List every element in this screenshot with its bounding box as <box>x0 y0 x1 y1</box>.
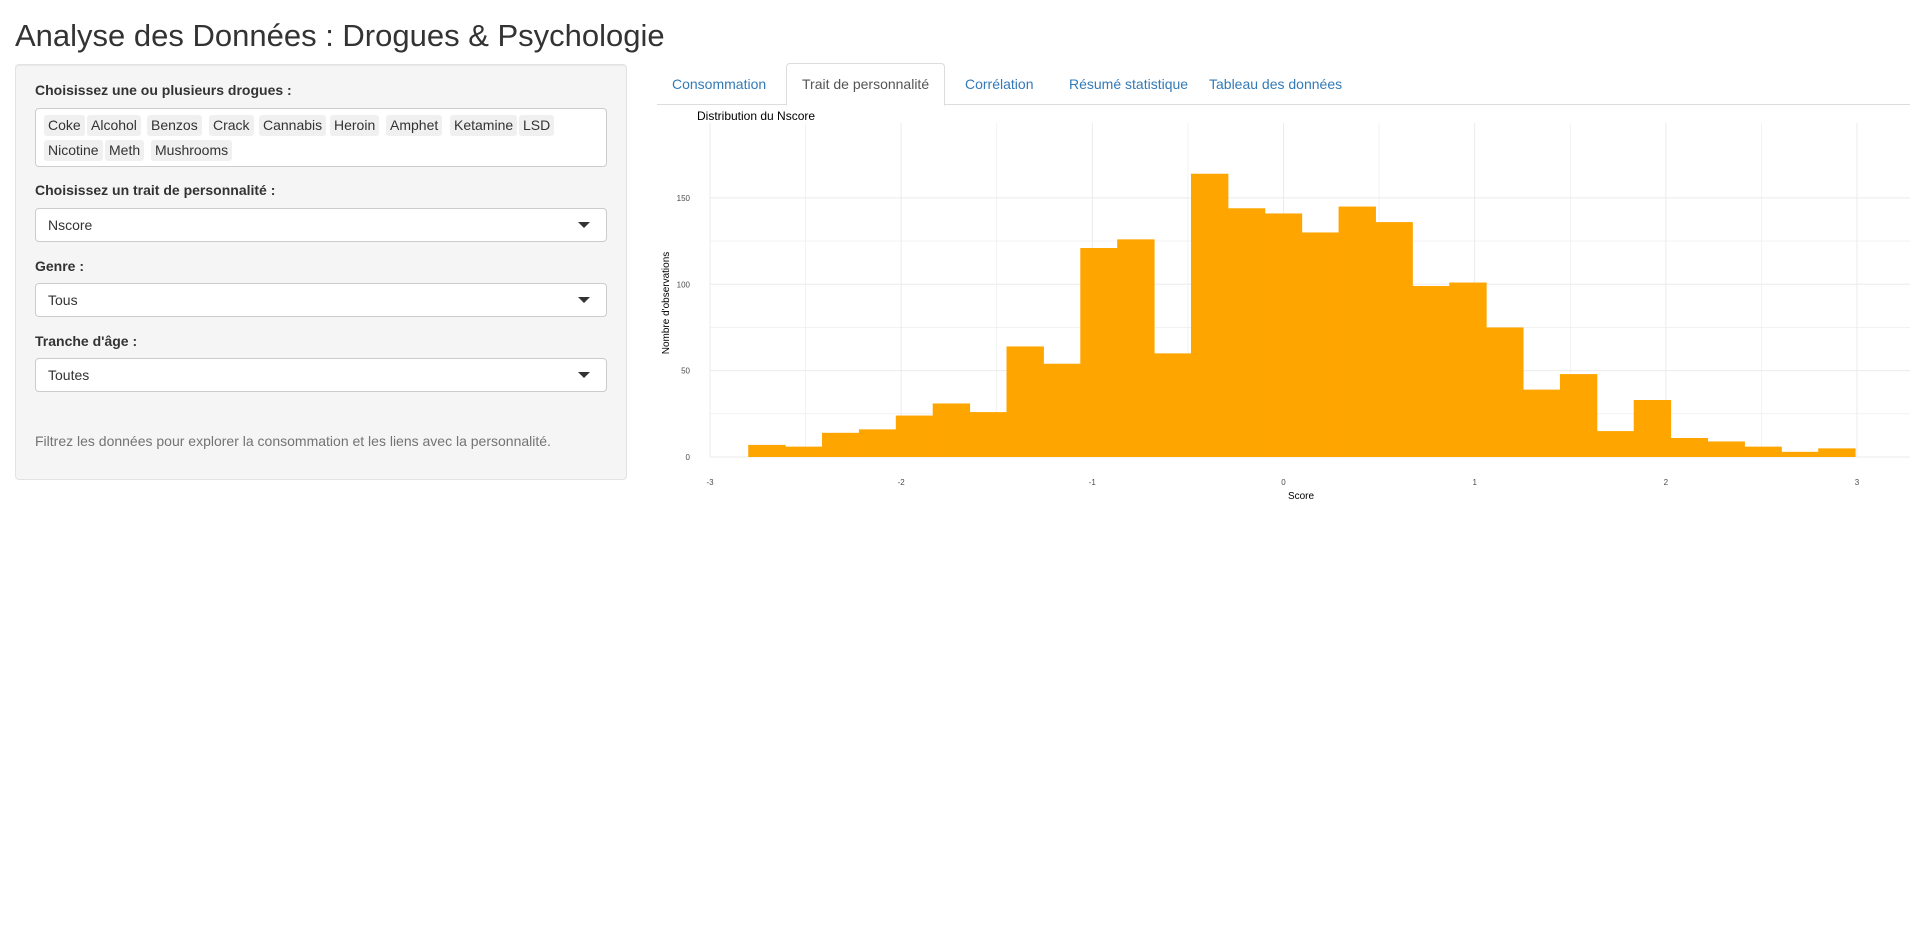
histogram-bar <box>1523 389 1561 457</box>
tab-bar: Consommation Trait de personnalité Corré… <box>657 63 1910 106</box>
histogram-bar <box>1559 374 1598 457</box>
drug-chip[interactable]: Alcohol <box>87 115 141 136</box>
histogram-bar <box>1449 282 1487 457</box>
x-axis-label: Score <box>1288 491 1315 502</box>
y-tick-label: 150 <box>677 194 691 203</box>
histogram-bar <box>748 444 786 457</box>
age-select[interactable]: Toutes <box>35 358 607 392</box>
tab-resume-statistique[interactable]: Résumé statistique <box>1069 76 1189 92</box>
histogram-chart: Distribution du Nscore -3 -2 -1 0 1 2 3 0 50 100 1… <box>661 109 1910 502</box>
drugs-multiselect[interactable]: Coke Alcohol Benzos Crack Cannabis Heroi… <box>35 108 607 167</box>
drug-chip[interactable]: Benzos <box>147 115 202 136</box>
histogram-bar <box>1043 363 1081 457</box>
y-tick-label: 0 <box>686 453 691 462</box>
x-tick-label: 3 <box>1855 478 1860 487</box>
histogram-bar <box>1080 248 1118 457</box>
x-tick-label: -2 <box>898 478 906 487</box>
drug-chip[interactable]: Coke <box>44 115 85 136</box>
x-tick-label: 0 <box>1281 478 1286 487</box>
histogram-bar <box>932 403 971 457</box>
chart-title: Distribution du Nscore <box>697 109 815 123</box>
tab-trait-personnalite[interactable]: Trait de personnalité <box>786 63 946 106</box>
drug-chip[interactable]: Mushrooms <box>151 140 233 161</box>
caret-down-icon <box>578 222 590 228</box>
genre-select-value: Tous <box>48 292 78 308</box>
drugs-label: Choisissez une ou plusieurs drogues : <box>35 82 292 98</box>
histogram-bar <box>1190 173 1229 457</box>
page-title: Analyse des Données : Drogues & Psycholo… <box>15 18 665 53</box>
trait-label: Choisissez un trait de personnalité : <box>35 182 276 198</box>
drug-chip[interactable]: Heroin <box>330 115 380 136</box>
x-tick-label: -3 <box>706 478 714 487</box>
drug-chip[interactable]: Ketamine <box>450 115 518 136</box>
tab-consommation[interactable]: Consommation <box>672 76 767 92</box>
tab-correlation[interactable]: Corrélation <box>965 76 1034 92</box>
trait-select-value: Nscore <box>48 217 93 233</box>
histogram-bar <box>822 432 860 457</box>
x-tick-label: 1 <box>1472 478 1477 487</box>
histogram-bar <box>1117 239 1155 457</box>
histogram-bar <box>1486 327 1524 457</box>
histogram-bar <box>1338 206 1376 457</box>
drug-chip[interactable]: Nicotine <box>44 140 103 161</box>
histogram-bar <box>1707 441 1745 457</box>
drug-chip[interactable]: Amphet <box>386 115 443 136</box>
x-tick-label: -1 <box>1089 478 1097 487</box>
caret-down-icon <box>578 297 590 303</box>
histogram-bar <box>1818 448 1856 457</box>
y-tick-label: 50 <box>681 367 690 376</box>
histogram-bar <box>1375 222 1413 457</box>
age-select-value: Toutes <box>48 367 90 383</box>
age-label: Tranche d'âge : <box>35 333 138 349</box>
filter-sidebar: Choisissez une ou plusieurs drogues : Co… <box>15 64 627 480</box>
drug-chip[interactable]: Cannabis <box>259 115 327 136</box>
histogram-bar <box>1412 286 1450 457</box>
histogram-bar <box>1596 431 1635 457</box>
drug-chip[interactable]: Crack <box>209 115 254 136</box>
chart-bars <box>748 173 1856 457</box>
histogram-bar <box>1006 346 1044 457</box>
caret-down-icon <box>578 372 590 378</box>
histogram-bar <box>858 429 897 457</box>
histogram-bar <box>895 415 934 457</box>
histogram-bar <box>1264 213 1303 457</box>
x-tick-label: 2 <box>1664 478 1669 487</box>
drug-chip[interactable]: LSD <box>519 115 555 136</box>
histogram-bar <box>1301 232 1340 457</box>
tab-tableau-donnees[interactable]: Tableau des données <box>1209 76 1343 92</box>
histogram-bar <box>1670 438 1709 457</box>
trait-select[interactable]: Nscore <box>35 208 607 242</box>
histogram-bar <box>1633 400 1672 457</box>
histogram-bar <box>1154 353 1192 457</box>
histogram-bar <box>1781 451 1819 457</box>
chart-ticks: -3 -2 -1 0 1 2 3 0 50 100 150 <box>677 194 1860 487</box>
histogram-bar <box>969 412 1007 457</box>
histogram-bar <box>785 446 823 457</box>
histogram-bar <box>1227 208 1266 457</box>
drug-chip[interactable]: Meth <box>105 140 145 161</box>
help-text: Filtrez les données pour explorer la con… <box>35 433 551 449</box>
genre-select[interactable]: Tous <box>35 283 607 317</box>
genre-label: Genre : <box>35 258 85 274</box>
y-tick-label: 100 <box>677 280 691 289</box>
histogram-bar <box>1744 446 1782 457</box>
y-axis-label: Nombre d'observations <box>661 252 672 355</box>
